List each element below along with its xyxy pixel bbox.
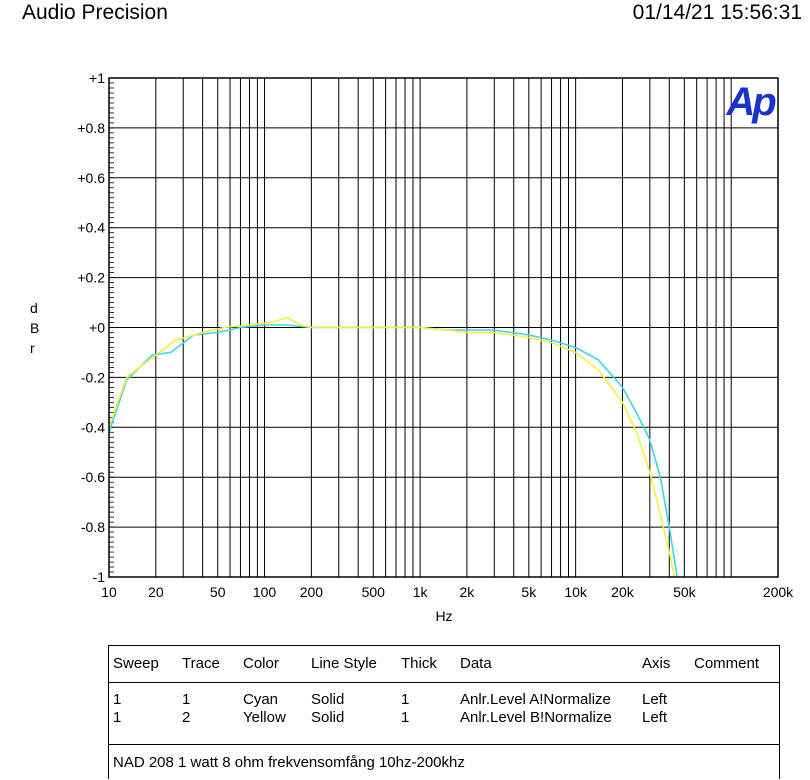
legend-cell-color: Yellow [243, 709, 286, 726]
x-tick-label: 50 [210, 584, 226, 600]
legend-cell-line-style: Solid [311, 709, 345, 726]
x-tick-label: 1k [413, 584, 429, 600]
y-axis-label-d: d [30, 300, 38, 316]
x-tick-label: 200 [300, 584, 324, 600]
x-tick-labels: 10 20 50 100 200 500 1k 2k 5k 10k 20k 50k 200k [101, 584, 794, 600]
header-timestamp: 01/14/21 15:56:31 [632, 1, 802, 24]
legend-comment-text: NAD 208 1 watt 8 ohm frekvensomfång 10hz… [113, 754, 465, 771]
x-tick-label: 10k [564, 584, 588, 600]
legend-cell-trace: 1 [182, 691, 191, 708]
legend-cell-sweep: 1 [113, 691, 122, 708]
y-tick-label: +1 [89, 70, 105, 86]
legend-col-color: Color [243, 655, 279, 672]
minor-ticks [109, 77, 114, 578]
legend-cell-thick: 1 [401, 709, 410, 726]
x-tick-label: 10 [101, 584, 117, 600]
frequency-response-chart: +1 +0.8 +0.6 +0.4 +0.2 +0 -0.2 -0.4 -0.6 -0.8 -1 1… [77, 70, 794, 624]
legend-col-trace: Trace [182, 655, 220, 672]
y-tick-label: +0.6 [77, 170, 105, 186]
y-axis-label-b: B [30, 320, 40, 336]
legend-cell-thick: 1 [401, 691, 410, 708]
legend-col-sweep: Sweep [113, 655, 159, 672]
x-tick-label: 20k [611, 584, 635, 600]
series-line-1 [108, 324, 678, 578]
legend-cell-axis: Left [642, 709, 668, 726]
y-tick-labels: +1 +0.8 +0.6 +0.4 +0.2 +0 -0.2 -0.4 -0.6 -0.8 -1 [77, 70, 105, 585]
plot-frame [108, 77, 779, 578]
series-line-2 [108, 316, 675, 578]
y-tick-label: -0.8 [81, 519, 105, 535]
y-tick-label: +0.8 [77, 120, 105, 136]
legend-col-axis: Axis [642, 655, 671, 672]
x-tick-label: 20 [148, 584, 164, 600]
legend-col-thick: Thick [401, 655, 437, 672]
y-tick-label: -0.6 [81, 469, 105, 485]
x-tick-label: 5k [521, 584, 537, 600]
x-tick-label: 200k [763, 584, 794, 600]
ap-logo: Ap [725, 80, 776, 124]
y-tick-label: +0.4 [77, 220, 105, 236]
legend-col-data: Data [460, 655, 492, 672]
grid [108, 77, 779, 578]
legend-cell-axis: Left [642, 691, 668, 708]
legend-footer: NAD 208 1 watt 8 ohm frekvensomfång 10hz… [109, 744, 779, 780]
legend-cell-data: Anlr.Level B!Normalize [460, 709, 612, 726]
x-tick-label: 100 [253, 584, 277, 600]
header-title: Audio Precision [22, 1, 168, 24]
x-tick-label: 2k [460, 584, 476, 600]
legend-cell-line-style: Solid [311, 691, 345, 708]
y-tick-label: +0.2 [77, 270, 105, 286]
legend-header-row: Sweep Trace Color Line Style Thick Data … [109, 646, 779, 683]
y-tick-label: -1 [93, 569, 106, 585]
y-tick-label: -0.2 [81, 369, 105, 385]
legend-cell-data: Anlr.Level A!Normalize [460, 691, 611, 708]
x-tick-label: 50k [673, 584, 697, 600]
legend-cell-color: Cyan [243, 691, 279, 708]
y-axis-label-r: r [30, 340, 35, 356]
legend-col-line-style: Line Style [311, 655, 377, 672]
legend-cell-trace: 2 [182, 709, 191, 726]
legend-table: Sweep Trace Color Line Style Thick Data … [108, 645, 780, 779]
y-tick-label: -0.4 [81, 419, 105, 435]
x-tick-label: 500 [362, 584, 386, 600]
legend-col-comment: Comment [694, 655, 760, 672]
series-layer [108, 316, 678, 578]
y-tick-label: +0 [89, 320, 105, 336]
legend-cell-sweep: 1 [113, 709, 122, 726]
x-axis-label: Hz [435, 608, 452, 624]
